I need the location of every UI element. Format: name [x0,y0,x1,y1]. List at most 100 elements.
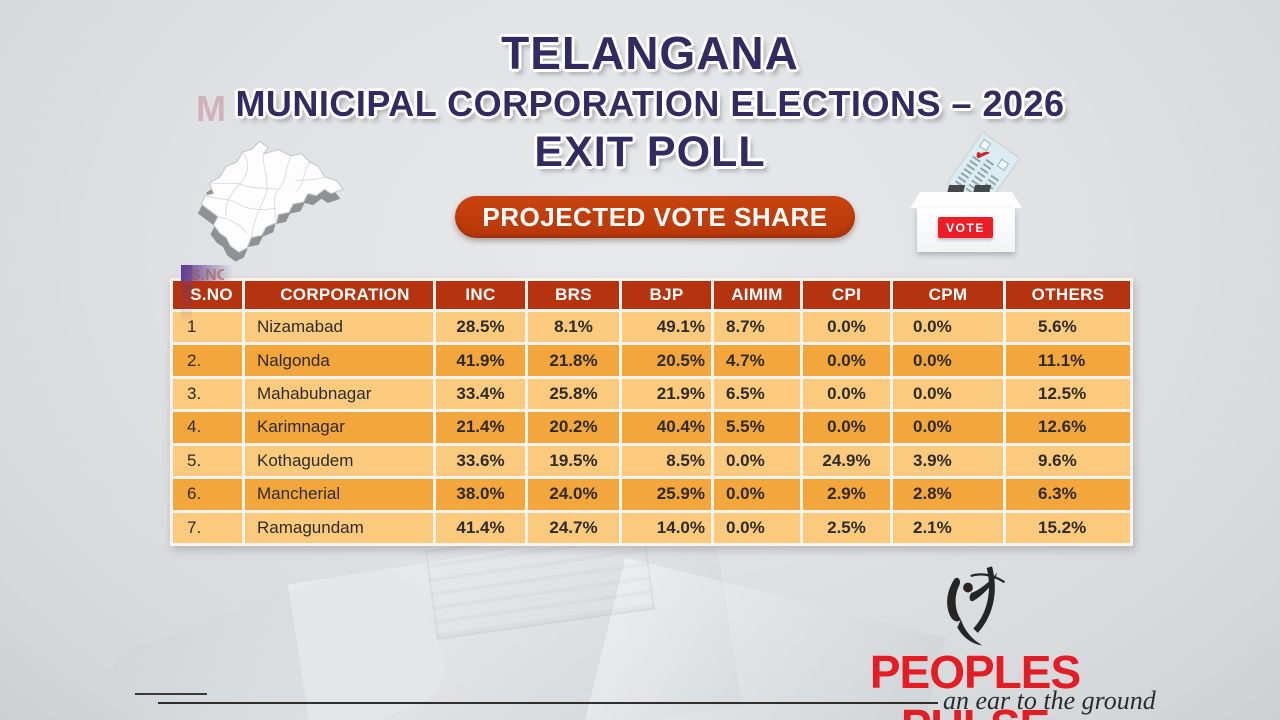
sno-cell: 7. [173,512,242,543]
vote-share-cell: 28.5% [436,312,525,343]
vote-share-cell: 21.9% [622,378,711,410]
vote-share-cell: 15.2% [1006,512,1130,543]
vote-share-cell: 6.3% [1006,479,1130,510]
column-header-aimim: AIMIM [714,281,800,309]
vote-share-cell: 4.7% [714,345,800,376]
sno-cell: 2. [173,345,242,376]
vote-share-cell: 9.6% [1006,445,1130,477]
title-state: TELANGANA [501,27,799,79]
vote-share-cell: 49.1% [622,312,711,343]
vote-share-cell: 2.9% [803,479,890,510]
table-row: 2. Nalgonda 41.9% 21.8% 20.5% 4.7% 0.0% 0.0% 11.… [173,345,1130,376]
vote-share-cell: 8.1% [528,312,619,343]
vote-share-cell: 0.0% [893,412,1003,443]
column-header-others: OTHERS [1006,281,1130,309]
column-header-corporation: CORPORATION [245,281,433,309]
corporation-cell: Kothagudem [245,445,433,477]
brand-name: PEOPLES PULSE [869,646,1081,720]
vote-share-cell: 0.0% [714,479,800,510]
vote-share-cell: 19.5% [528,445,619,477]
vote-share-cell: 12.6% [1006,412,1130,443]
vote-share-cell: 11.1% [1006,345,1130,376]
vote-share-cell: 0.0% [803,312,890,343]
vote-share-cell: 14.0% [622,512,711,543]
vote-share-cell: 20.5% [622,345,711,376]
vote-share-cell: 0.0% [893,345,1003,376]
ballot-box-icon: ✔ VOTE [908,133,1024,254]
brand-tagline: an ear to the ground [943,686,1156,715]
column-header-cpm: CPM [893,281,1003,309]
telangana-map-icon [178,134,356,272]
divider-line [135,693,207,695]
vote-share-cell: 0.0% [803,345,890,376]
table-row: 5. Kothagudem 33.6% 19.5% 8.5% 0.0% 24.9% 3.9% 9… [173,445,1130,477]
sno-cell: 1 [173,312,242,343]
peoples-pulse-logo-icon [928,558,1008,658]
vote-share-cell: 21.8% [528,345,619,376]
vote-share-cell: 2.5% [803,512,890,543]
vote-share-cell: 21.4% [436,412,525,443]
column-header-inc: INC [436,281,525,309]
sno-cell: 4. [173,412,242,443]
vote-share-cell: 41.9% [436,345,525,376]
table-row: 7. Ramagundam 41.4% 24.7% 14.0% 0.0% 2.5% 2.1% 1… [173,512,1130,543]
vote-share-cell: 24.7% [528,512,619,543]
vote-share-cell: 40.4% [622,412,711,443]
table-row: 6. Mancherial 38.0% 24.0% 25.9% 0.0% 2.9% 2.8% 6… [173,479,1130,510]
vote-share-cell: 12.5% [1006,378,1130,410]
vote-share-cell: 25.9% [622,479,711,510]
print-artifact [181,265,192,323]
table-row: 1 Nizamabad 28.5% 8.1% 49.1% 8.7% 0.0% 0.0% 5.6% [173,312,1130,343]
ballot-box-front: VOTE [917,208,1015,252]
vote-share-cell: 5.6% [1006,312,1130,343]
ballot-box-lid [910,192,1022,208]
badge-label: PROJECTED VOTE SHARE [482,201,828,232]
vote-share-table: S.NO CORPORATION INC BRS BJP AIMIM CPI CPM OTHER… [170,278,1133,546]
misprint-ghost-letter: M [196,88,226,129]
corporation-cell: Nalgonda [245,345,433,376]
vote-share-cell: 8.7% [714,312,800,343]
vote-share-cell: 5.5% [714,412,800,443]
vote-share-cell: 0.0% [714,512,800,543]
vote-share-cell: 41.4% [436,512,525,543]
title-election: MUNICIPAL CORPORATION ELECTIONS – 2026 [235,83,1065,124]
vote-share-cell: 2.1% [893,512,1003,543]
corporation-cell: Mancherial [245,479,433,510]
print-artifact [181,265,233,281]
vote-share-cell: 0.0% [893,312,1003,343]
column-header-brs: BRS [528,281,619,309]
sno-cell: 5. [173,445,242,477]
vote-share-cell: 2.8% [893,479,1003,510]
sno-cell: 6. [173,479,242,510]
vote-share-cell: 24.9% [803,445,890,477]
vote-share-cell: 25.8% [528,378,619,410]
corporation-cell: Karimnagar [245,412,433,443]
ballot-checkbox-icon [996,158,1010,172]
vote-share-cell: 33.4% [436,378,525,410]
corporation-cell: Ramagundam [245,512,433,543]
sno-cell: 3. [173,378,242,410]
vote-share-cell: 6.5% [714,378,800,410]
vote-share-cell: 38.0% [436,479,525,510]
corporation-cell: Nizamabad [245,312,433,343]
vote-share-cell: 0.0% [893,378,1003,410]
table-row: 4. Karimnagar 21.4% 20.2% 40.4% 5.5% 0.0% 0.0% 1… [173,412,1130,443]
vote-share-cell: 0.0% [803,412,890,443]
vote-share-cell: 3.9% [893,445,1003,477]
vote-label: VOTE [938,217,993,238]
vote-share-cell: 24.0% [528,479,619,510]
column-header-cpi: CPI [803,281,890,309]
vote-share-cell: 0.0% [803,378,890,410]
projected-vote-share-badge: PROJECTED VOTE SHARE [455,196,855,238]
vote-share-cell: 20.2% [528,412,619,443]
vote-share-cell: 33.6% [436,445,525,477]
column-header-bjp: BJP [622,281,711,309]
corporation-cell: Mahabubnagar [245,378,433,410]
table-header-row: S.NO CORPORATION INC BRS BJP AIMIM CPI CPM OTHER… [173,281,1130,309]
vote-share-cell: 0.0% [714,445,800,477]
table-row: 3. Mahabubnagar 33.4% 25.8% 21.9% 6.5% 0.0% 0.0… [173,378,1130,410]
title-exit-poll: EXIT POLL [534,128,766,176]
divider-line [158,702,938,704]
vote-share-cell: 8.5% [622,445,711,477]
